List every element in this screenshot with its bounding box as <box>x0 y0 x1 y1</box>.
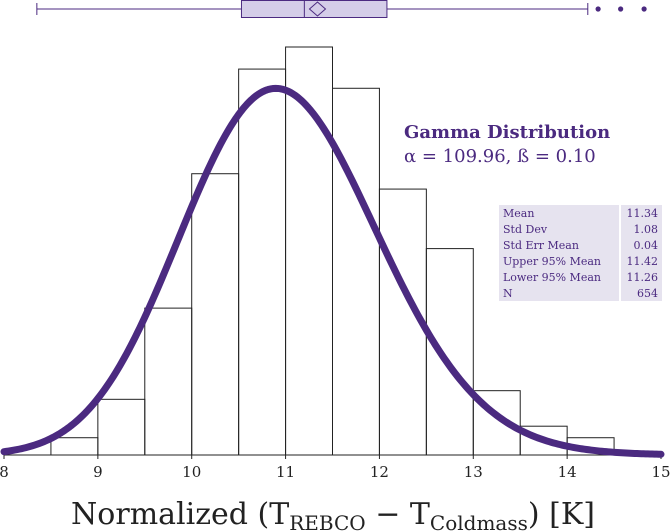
x-axis-title: Normalized (TREBCO − TColdmass) [K] <box>71 497 595 531</box>
fit-title: Gamma Distribution <box>404 122 610 143</box>
histogram-bar <box>97 398 146 456</box>
stat-label: Lower 95% Mean <box>503 271 601 284</box>
histogram-bar <box>425 248 474 456</box>
stat-label: Upper 95% Mean <box>503 255 601 268</box>
stat-value: 11.26 <box>627 271 659 284</box>
box-outlier <box>641 6 647 12</box>
x-tick-label: 9 <box>93 463 103 481</box>
stat-label: Mean <box>503 207 534 220</box>
x-axis-title-suffix: ) [K] <box>528 497 595 531</box>
x-tick-label: 10 <box>182 463 201 481</box>
x-axis-title-middle: − T <box>366 497 430 531</box>
stat-label: Std Dev <box>503 223 548 236</box>
histogram-bar <box>332 87 380 456</box>
stat-value: 0.04 <box>634 239 659 252</box>
box-mean-diamond <box>308 1 327 17</box>
stat-label: N <box>503 287 513 300</box>
box-outlier <box>618 6 624 12</box>
x-axis-title-sub2: Coldmass <box>430 511 528 531</box>
x-axis-title-sub1: REBCO <box>289 511 365 531</box>
stat-value: 11.34 <box>627 207 659 220</box>
histogram-bar <box>238 68 287 456</box>
histogram-bar <box>50 437 99 456</box>
x-tick-label: 15 <box>651 463 670 481</box>
histogram-bar <box>191 173 240 456</box>
box-outlier <box>595 6 601 12</box>
summary-stats-panel: Mean 11.34 Std Dev 1.08 Std Err Mean 0.04 Uppe… <box>499 205 662 301</box>
x-axis-ticks: 8 9 10 11 12 13 14 15 <box>0 455 670 481</box>
box-iqr <box>240 0 388 18</box>
stat-value: 11.42 <box>627 255 659 268</box>
histogram-bar <box>144 307 193 456</box>
stats-label-bg <box>499 205 619 301</box>
x-tick-label: 13 <box>464 463 483 481</box>
stat-value: 1.08 <box>634 223 659 236</box>
stat-label: Std Err Mean <box>503 239 579 252</box>
fit-params: α = 109.96, ß = 0.10 <box>404 146 596 167</box>
x-axis-title-prefix: Normalized (T <box>71 497 289 531</box>
x-tick-label: 12 <box>370 463 389 481</box>
stat-value: 654 <box>637 287 658 300</box>
box-plot <box>36 0 647 18</box>
x-tick-label: 14 <box>558 463 577 481</box>
x-tick-label: 11 <box>276 463 295 481</box>
gamma-fit-curve <box>0 84 665 458</box>
x-tick-label: 8 <box>0 463 9 481</box>
stats-value-bg <box>621 205 662 301</box>
